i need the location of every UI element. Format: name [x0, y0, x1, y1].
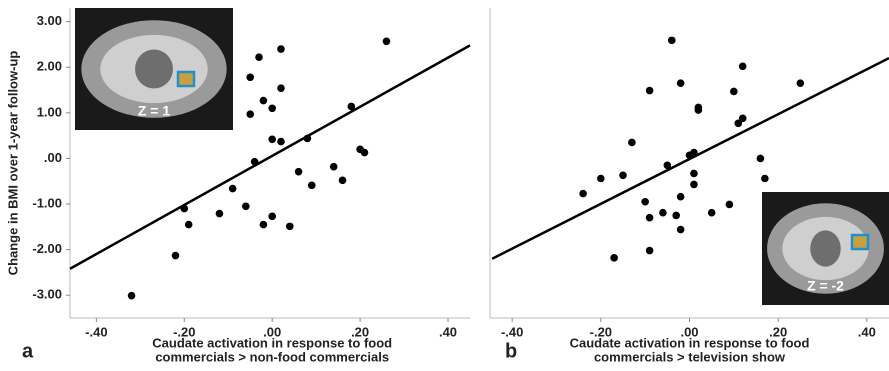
scatter-point: [246, 110, 254, 118]
scatter-point: [659, 209, 667, 217]
scatter-point: [246, 73, 254, 81]
brain-tissue: [135, 49, 173, 88]
scatter-point: [260, 97, 268, 105]
scatter-point: [690, 181, 698, 189]
scatter-point: [646, 87, 654, 95]
scatter-point: [646, 214, 654, 222]
x-axis-label: Caudate activation in response to food: [570, 335, 810, 350]
inset-label: Z = -2: [807, 278, 844, 294]
x-tick-label: .40: [439, 324, 457, 339]
scatter-point: [646, 247, 654, 255]
page: Z = 1 3.00 2.00 1.00 .00 -1.00 -2.00 -3.00 -.40 -…: [0, 0, 889, 371]
y-tick-label: 1.00: [37, 104, 62, 119]
y-axis-label: Change in BMI over 1-year follow-up: [5, 51, 20, 276]
scatter-point: [597, 175, 605, 183]
x-axis-label: commercials > non-food commercials: [155, 349, 389, 364]
scatter-point: [761, 175, 769, 183]
figure: Z = 1 3.00 2.00 1.00 .00 -1.00 -2.00 -3.00 -.40 -…: [0, 0, 889, 371]
scatter-point: [672, 212, 680, 220]
roi-box: [178, 72, 194, 86]
scatter-point: [668, 37, 676, 45]
scatter-point: [734, 120, 742, 128]
scatter-point: [172, 252, 180, 260]
panel-label: b: [505, 340, 517, 362]
scatter-point: [268, 104, 276, 112]
y-tick-label: 3.00: [37, 13, 62, 28]
scatter-point: [229, 185, 237, 193]
scatter-point: [677, 193, 685, 201]
x-axis-label: Caudate activation in response to food: [152, 335, 392, 350]
scatter-point: [185, 221, 193, 229]
scatter-point: [579, 190, 587, 198]
scatter-point: [739, 63, 747, 71]
scatter-point: [677, 226, 685, 234]
scatter-point: [361, 149, 369, 157]
scatter-point: [708, 209, 716, 217]
scatter-point: [628, 139, 636, 147]
scatter-point: [330, 163, 338, 171]
scatter-point: [255, 53, 263, 61]
inset-label: Z = 1: [138, 103, 171, 119]
x-tick-label: .40: [858, 324, 876, 339]
scatter-point: [128, 292, 136, 300]
roi-box: [852, 235, 868, 249]
scatter-point: [797, 79, 805, 87]
scatter-point: [277, 45, 285, 53]
y-tick-label: -3.00: [32, 287, 62, 302]
scatter-point: [757, 155, 765, 163]
scatter-point: [277, 84, 285, 92]
scatter-point: [730, 88, 738, 96]
x-tick-label: -.40: [501, 324, 523, 339]
scatter-point: [260, 221, 268, 229]
scatter-point: [641, 198, 649, 206]
scatter-point: [242, 203, 250, 211]
scatter-point: [216, 210, 224, 218]
scatter-point: [677, 79, 685, 87]
scatter-point: [295, 168, 303, 176]
y-tick-label: 2.00: [37, 59, 62, 74]
scatter-point: [610, 254, 618, 262]
scatter-point: [339, 177, 347, 185]
scatter-point: [268, 213, 276, 221]
y-tick-label: -1.00: [32, 195, 62, 210]
x-axis-label: commercials > television show: [594, 349, 786, 364]
x-tick-label: -.40: [85, 324, 107, 339]
scatter-point: [268, 135, 276, 143]
scatter-point: [286, 223, 294, 231]
scatter-point: [308, 182, 316, 190]
scatter-point: [726, 201, 734, 209]
scatter-point: [690, 170, 698, 178]
y-tick-label: -2.00: [32, 241, 62, 256]
scatter-point: [695, 106, 703, 114]
scatter-point: [277, 138, 285, 146]
brain-tissue: [810, 230, 840, 266]
scatter-point: [619, 172, 627, 180]
panel-label: a: [22, 340, 34, 362]
y-tick-label: .00: [44, 150, 62, 165]
scatter-point: [383, 37, 391, 45]
